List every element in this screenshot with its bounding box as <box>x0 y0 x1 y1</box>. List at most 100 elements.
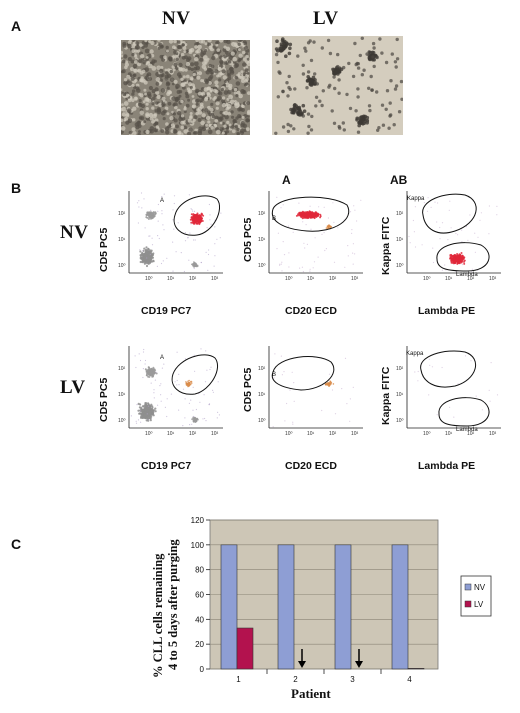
svg-text:10²: 10² <box>396 211 404 217</box>
lv-gate-kappa-label: Kappa <box>406 351 424 357</box>
y-tick-label: 60 <box>195 591 204 600</box>
arrow-down-icon <box>355 649 363 668</box>
lv-microscopy-image <box>272 36 403 135</box>
lv-flow-plot-cd20-cd5: 10⁰ 10¹ 10² 10⁰ 10¹ 10² 10³ <box>257 342 365 440</box>
svg-text:10²: 10² <box>258 211 266 217</box>
lv-gate-b-label: B <box>272 372 277 378</box>
x-tick-label: 1 <box>236 675 241 684</box>
nv-flow-plot-lambda-kappa: 10⁰ 10¹ 10² 10⁰ 10¹ 10² 10³ <box>395 187 503 285</box>
panel-a-nv-label: NV <box>162 8 191 29</box>
nv-gate-b-label: B <box>272 216 277 222</box>
svg-text:10²: 10² <box>118 211 126 217</box>
bar-nv-patient-4 <box>391 544 409 670</box>
svg-text:10³: 10³ <box>351 431 359 437</box>
svg-text:10²: 10² <box>329 276 337 282</box>
svg-text:10²: 10² <box>329 431 337 437</box>
legend-swatch-nv <box>464 583 472 591</box>
nv-plot3-ylabel: Kappa FITC <box>380 216 392 275</box>
svg-text:10⁰: 10⁰ <box>118 418 126 424</box>
bar-nv-patient-3 <box>334 544 352 670</box>
legend-label-nv: NV <box>474 583 486 592</box>
svg-text:10²: 10² <box>258 366 266 372</box>
y-tick-label: 120 <box>191 516 205 525</box>
x-tick-label: 3 <box>350 675 355 684</box>
svg-text:10¹: 10¹ <box>445 431 453 437</box>
nv-flow-plot-cd19-cd5: 10⁰ 10¹ 10² 10⁰ 10¹ 10² 10³ <box>117 187 225 285</box>
nv-gate-a-label: A <box>160 198 165 204</box>
plot3-title: AB <box>390 173 408 187</box>
svg-text:10²: 10² <box>118 366 126 372</box>
svg-text:10¹: 10¹ <box>307 276 315 282</box>
nv-gate-kappa-label: Kappa <box>407 196 425 202</box>
nv-plot1-ylabel: CD5 PC5 <box>98 227 110 272</box>
y-tick-label: 80 <box>195 566 204 575</box>
svg-text:10¹: 10¹ <box>167 431 175 437</box>
y-tick-label: 20 <box>195 640 204 649</box>
nv-plot3-xlabel: Lambda PE <box>418 305 476 317</box>
nv-microscopy-image <box>121 40 250 135</box>
panel-a-letter: A <box>11 18 22 34</box>
panel-b-row-lv: LV <box>60 377 86 398</box>
svg-text:10³: 10³ <box>489 276 497 282</box>
legend <box>460 575 492 617</box>
panel-b-letter: B <box>11 180 22 196</box>
svg-text:10¹: 10¹ <box>118 237 126 243</box>
svg-text:10²: 10² <box>467 431 475 437</box>
panel-b-row-nv: NV <box>60 222 89 243</box>
svg-text:10⁰: 10⁰ <box>396 263 404 269</box>
bar-chart: 0 20 40 60 80 100 120 1 2 3 4 NV LV <box>182 512 520 708</box>
arrow-down-icon <box>298 649 306 668</box>
lv-flow-plot-cd19-cd5: 10⁰ 10¹ 10² 10⁰ 10¹ 10² 10³ <box>117 342 225 440</box>
legend-label-lv: LV <box>474 600 484 609</box>
lv-gate-lambda-label: Lambda <box>456 427 478 433</box>
svg-text:10¹: 10¹ <box>258 392 266 398</box>
svg-text:10¹: 10¹ <box>396 237 404 243</box>
lv-plot2-xlabel: CD20 ECD <box>285 460 337 472</box>
chart-ylabel-line1: % CLL cells remaining <box>151 553 165 678</box>
lv-gate-a-label: A <box>160 355 165 361</box>
lv-plot2-ylabel: CD5 PC5 <box>242 367 254 412</box>
y-tick-label: 40 <box>195 615 204 624</box>
svg-text:10⁰: 10⁰ <box>118 263 126 269</box>
bar-nv-patient-1 <box>220 544 238 670</box>
svg-text:10³: 10³ <box>211 431 219 437</box>
y-tick-label: 0 <box>200 665 205 674</box>
svg-text:10⁰: 10⁰ <box>285 431 293 437</box>
nv-plot1-xlabel: CD19 PC7 <box>141 305 192 317</box>
svg-text:10¹: 10¹ <box>118 392 126 398</box>
svg-text:10⁰: 10⁰ <box>145 431 153 437</box>
svg-text:10⁰: 10⁰ <box>145 276 153 282</box>
svg-text:10¹: 10¹ <box>445 276 453 282</box>
plot2-title: A <box>282 173 291 187</box>
panel-a-lv-label: LV <box>313 8 339 29</box>
svg-text:10¹: 10¹ <box>167 276 175 282</box>
lv-plot1-ylabel: CD5 PC5 <box>98 377 110 422</box>
svg-text:10⁰: 10⁰ <box>285 276 293 282</box>
svg-text:10³: 10³ <box>489 431 497 437</box>
svg-text:10⁰: 10⁰ <box>423 431 431 437</box>
legend-swatch-lv <box>464 600 472 608</box>
svg-text:10¹: 10¹ <box>258 237 266 243</box>
bar-lv-patient-4 <box>407 668 425 670</box>
lv-plot1-xlabel: CD19 PC7 <box>141 460 192 472</box>
panel-c-letter: C <box>11 536 22 552</box>
nv-flow-plot-cd20-cd5: 10⁰ 10¹ 10² 10⁰ 10¹ 10² 10³ <box>257 187 365 285</box>
nv-plot2-xlabel: CD20 ECD <box>285 305 337 317</box>
lv-plot3-ylabel: Kappa FITC <box>380 366 392 425</box>
bar-nv-patient-2 <box>277 544 295 670</box>
svg-text:10⁰: 10⁰ <box>396 418 404 424</box>
nv-plot2-ylabel: CD5 PC5 <box>242 217 254 262</box>
svg-text:10²: 10² <box>189 431 197 437</box>
lv-flow-plot-lambda-kappa: 10⁰ 10¹ 10² 10⁰ 10¹ 10² 10³ <box>395 342 503 440</box>
svg-text:10²: 10² <box>396 366 404 372</box>
svg-text:10⁰: 10⁰ <box>423 276 431 282</box>
bar-lv-patient-1 <box>236 627 254 670</box>
svg-text:10⁰: 10⁰ <box>258 263 266 269</box>
svg-text:10²: 10² <box>467 276 475 282</box>
chart-ylabel-line2: 4 to 5 days after purging <box>166 539 180 670</box>
svg-text:10²: 10² <box>189 276 197 282</box>
svg-text:10³: 10³ <box>211 276 219 282</box>
svg-text:10³: 10³ <box>351 276 359 282</box>
lv-plot3-xlabel: Lambda PE <box>418 460 476 472</box>
svg-text:10⁰: 10⁰ <box>258 418 266 424</box>
